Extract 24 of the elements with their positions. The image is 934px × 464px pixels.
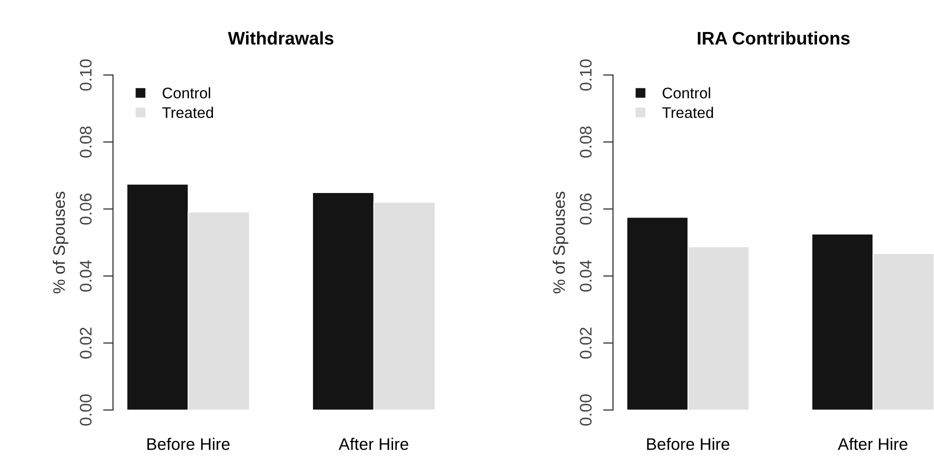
y-tick-label: 0.04: [80, 260, 92, 292]
x-tick-label: Before Hire: [647, 438, 730, 450]
legend-label: Treated: [662, 106, 713, 118]
y-tick-label: 0.10: [80, 59, 92, 91]
y-tick-label: 0.00: [580, 394, 592, 426]
legend-label: Control: [162, 87, 210, 98]
legend-label: Control: [662, 87, 710, 98]
y-tick-label: 0.02: [80, 328, 92, 359]
x-tick-label: After Hire: [838, 438, 908, 450]
y-tick-label: 0.08: [80, 126, 92, 158]
legend-label: Treated: [162, 106, 213, 118]
y-tick-label: 0.06: [80, 194, 92, 225]
y-tick-label: 0.06: [580, 194, 592, 225]
y-tick-label: 0.02: [580, 328, 592, 359]
y-axis-title: % of Spouses: [552, 192, 568, 294]
chart-title: Withdrawals: [228, 31, 334, 45]
y-tick-label: 0.00: [80, 394, 92, 426]
x-tick-label: Before Hire: [147, 438, 230, 450]
y-tick-label: 0.08: [580, 126, 592, 158]
x-tick-label: After Hire: [338, 438, 408, 450]
y-tick-label: 0.04: [580, 260, 592, 292]
y-tick-label: 0.10: [580, 59, 592, 91]
chart-title: IRA Contributions: [698, 31, 850, 45]
y-axis-title: % of Spouses: [52, 192, 68, 294]
